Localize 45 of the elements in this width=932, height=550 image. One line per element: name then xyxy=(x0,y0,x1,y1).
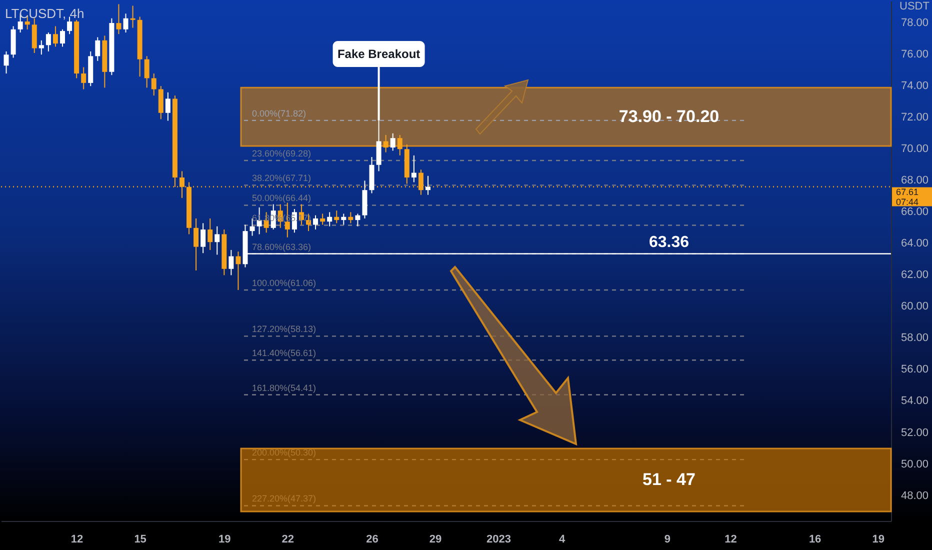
x-tick-label: 4 xyxy=(558,534,566,546)
x-tick-label: 19 xyxy=(218,534,231,546)
y-tick-label: 52.00 xyxy=(901,426,929,439)
y-tick-label: 76.00 xyxy=(901,48,929,61)
x-tick-label: 16 xyxy=(808,534,822,546)
ref-line-label: 38.20%(67.71) xyxy=(252,173,312,184)
y-axis-title: USDT xyxy=(900,0,930,12)
y-tick-label: 60.00 xyxy=(901,300,929,313)
ref-line-label: 161.80%(54.41) xyxy=(252,382,316,393)
chart-title: LTCUSDT, 4h xyxy=(5,6,84,21)
y-tick-label: 78.00 xyxy=(901,17,929,30)
band-label: 51 - 47 xyxy=(642,470,696,490)
x-tick-label: 15 xyxy=(134,534,146,546)
y-tick-label: 62.00 xyxy=(901,269,929,282)
x-tick-label: 12 xyxy=(724,534,737,546)
y-tick-label: 68.00 xyxy=(901,174,929,187)
text: 07:44 xyxy=(896,196,919,207)
x-tick-label: 19 xyxy=(872,534,884,546)
ref-line-label: 0.00%(71.82) xyxy=(252,108,306,118)
x-tick-label: 12 xyxy=(70,534,84,546)
x-tick-label: 29 xyxy=(429,534,442,546)
y-tick-label: 64.00 xyxy=(901,238,929,250)
band-label: 73.90 - 70.20 xyxy=(618,106,720,126)
x-tick-label: 22 xyxy=(282,534,294,546)
ref-line-label: 127.20%(58.13) xyxy=(252,324,316,334)
ref-line-label: 141.40%(56.61) xyxy=(252,348,316,358)
ref-line-label: 50.00%(66.44) xyxy=(252,193,312,204)
ref-line-label: 67.61 xyxy=(896,186,919,197)
y-tick-label: 48.00 xyxy=(901,490,929,502)
y-tick-label: 70.00 xyxy=(901,143,929,156)
y-tick-label: 50.00 xyxy=(901,458,929,470)
ref-line-label: 23.60%(69.28) xyxy=(252,148,312,158)
y-tick-label: 72.00 xyxy=(901,112,929,124)
x-tick-label: 26 xyxy=(366,534,378,546)
x-tick-label: 9 xyxy=(664,534,671,546)
annotation: Fake Breakout xyxy=(337,47,420,61)
x-tick-label: 2023 xyxy=(486,534,512,546)
ref-line-label: 100.00%(61.06) xyxy=(252,278,316,288)
y-tick-label: 56.00 xyxy=(901,364,929,376)
y-tick-label: 66.00 xyxy=(901,206,929,218)
ref-line-label: 63.36 xyxy=(648,234,690,251)
y-tick-label: 58.00 xyxy=(901,332,929,344)
y-tick-label: 74.00 xyxy=(901,80,929,92)
ref-line-label: 78.60%(63.36) xyxy=(252,242,312,252)
y-tick-label: 54.00 xyxy=(901,395,929,408)
